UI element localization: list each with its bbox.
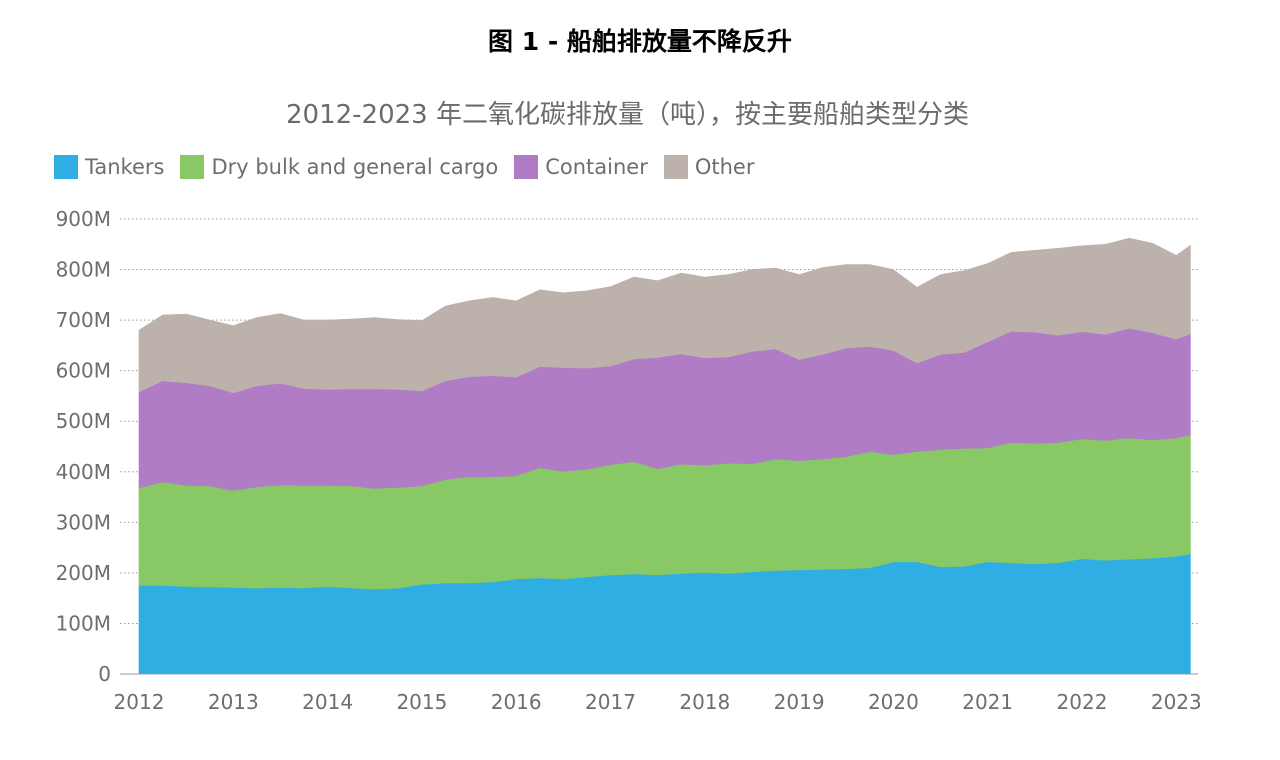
area-series (138, 237, 1191, 675)
y-tick-label: 0 (98, 662, 111, 686)
y-tick-label: 400M (56, 460, 111, 484)
x-tick-label: 2014 (302, 690, 353, 714)
y-tick-label: 300M (56, 510, 111, 534)
x-tick-label: 2013 (208, 690, 259, 714)
y-axis: 0 100M 200M 300M 400M 500M 600M 700M 800M 900M (56, 207, 111, 686)
legend-item-dry-bulk[interactable]: Dry bulk and general cargo (180, 155, 498, 179)
x-tick-label: 2018 (679, 690, 730, 714)
legend-swatch-container (514, 155, 539, 179)
legend-label-dry-bulk: Dry bulk and general cargo (211, 155, 499, 179)
y-tick-label: 100M (56, 611, 111, 635)
figure-title: 图 1 - 船舶排放量不降反升 (488, 27, 792, 56)
x-axis: 2012 2013 2014 2015 2016 2017 2018 2019 2020 2021… (114, 673, 1202, 714)
legend-label-tankers: Tankers (85, 155, 165, 179)
legend-swatch-other (663, 155, 688, 179)
y-tick-label: 800M (56, 258, 111, 282)
legend-swatch-dry-bulk (180, 155, 205, 179)
x-tick-label: 2022 (1057, 690, 1108, 714)
y-tick-label: 600M (56, 359, 111, 383)
x-tick-label: 2016 (491, 690, 542, 714)
x-tick-label: 2015 (396, 690, 447, 714)
legend-item-other[interactable]: Other (663, 155, 755, 179)
y-tick-label: 200M (56, 561, 111, 585)
x-tick-label: 2020 (868, 690, 919, 714)
y-tick-label: 900M (56, 207, 111, 231)
x-tick-label: 2023 (1151, 690, 1202, 714)
legend-label-other: Other (694, 155, 755, 179)
x-tick-label: 2012 (114, 690, 165, 714)
chart-title: 2012-2023 年二氧化碳排放量（吨），按主要船舶类型分类 (286, 100, 969, 130)
y-tick-label: 700M (56, 308, 111, 332)
area-other[interactable] (138, 237, 1191, 394)
legend-swatch-tankers (54, 155, 78, 179)
chart-legend: Tankers Dry bulk and general cargo Conta… (54, 155, 770, 179)
x-tick-label: 2021 (962, 690, 1013, 714)
legend-item-tankers[interactable]: Tankers (54, 155, 164, 179)
legend-item-container[interactable]: Container (514, 155, 648, 179)
x-tick-label: 2017 (585, 690, 636, 714)
legend-label-container: Container (545, 155, 648, 179)
x-tick-label: 2019 (774, 690, 825, 714)
y-tick-label: 500M (56, 409, 111, 433)
